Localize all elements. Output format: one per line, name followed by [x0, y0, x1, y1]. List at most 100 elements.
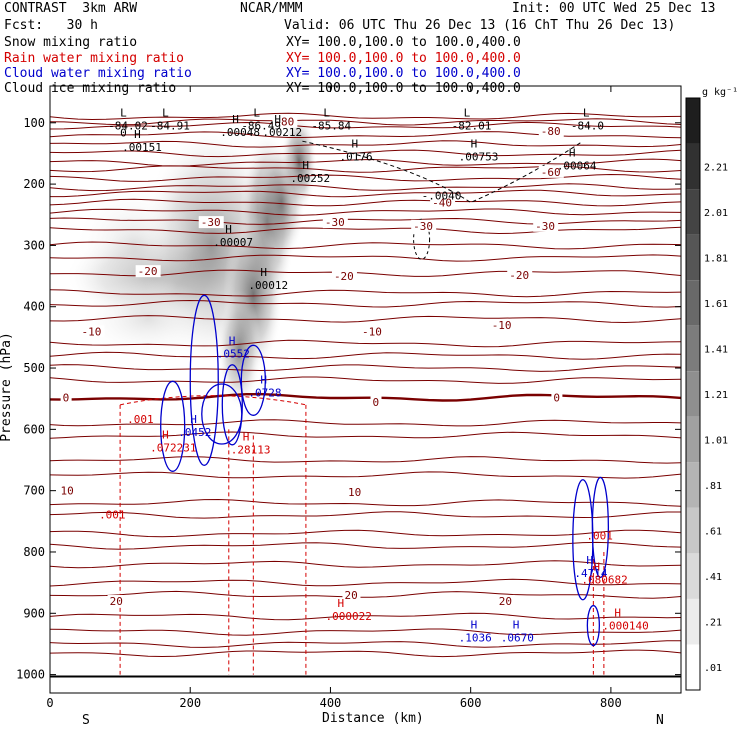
extremum-value: -84.91 [150, 120, 190, 133]
temperature-label: -10 [362, 325, 382, 338]
temperature-contour [50, 208, 681, 216]
mixing-ratio-shading [257, 142, 306, 263]
field-xy-snow: XY= 100.0,100.0 to 100.0,400.0 [286, 35, 521, 50]
extremum-value: -85.84 [311, 120, 351, 133]
colorbar-segment [686, 507, 700, 554]
extremum-letter: H [225, 223, 232, 236]
extremum-letter: H [593, 560, 600, 573]
extremum-value: -86.49 [241, 120, 281, 133]
colorbar-segment [686, 371, 700, 417]
colorbar-unit: g kg⁻¹ [702, 87, 739, 98]
y-tick-label: 400 [23, 300, 45, 314]
temperature-contour [50, 560, 681, 569]
extremum-value: -84.02 [108, 120, 148, 133]
extremum-letter: L [162, 107, 169, 120]
temperature-contour [50, 529, 681, 538]
field-label-snow: Snow mixing ratio [4, 35, 138, 50]
extremum-letter: L [120, 107, 127, 120]
temperature-contour [50, 392, 681, 402]
temperature-label: -30 [325, 216, 345, 229]
extremum-value: .080682 [581, 573, 627, 586]
field-xy-cloud-ice: XY= 100.0,100.0 to 100.0,400.0 [286, 81, 521, 96]
colorbar-label: 1.41 [704, 344, 728, 355]
temperature-label: -20 [509, 269, 529, 282]
x-axis-label: Distance (km) [322, 711, 424, 726]
label-bg [533, 219, 559, 232]
extremum-letter: H [471, 619, 478, 632]
temperature-contour [50, 541, 681, 550]
direction-north: N [656, 713, 664, 728]
extremum-letter: L [323, 107, 330, 120]
temperature-label: -30 [201, 216, 221, 229]
x-tick-label: 0 [46, 696, 53, 710]
extremum-letter: H [260, 373, 267, 386]
extremum-value: .00007 [213, 236, 253, 249]
temperature-contour [50, 121, 681, 130]
temperature-contour [50, 112, 681, 121]
temperature-label: -20 [334, 270, 354, 283]
colorbar-segment [686, 98, 700, 144]
temperature-contour [50, 149, 681, 158]
temperature-label: -80 [274, 116, 294, 129]
x-tick-label: 400 [320, 696, 342, 710]
colorbar-label: 2.01 [704, 208, 728, 219]
label-bg [507, 268, 533, 281]
temperature-label: -10 [492, 319, 512, 332]
light-shading [74, 185, 195, 306]
temperature-label: 0 [63, 391, 70, 404]
field-xy-cloud-water: XY= 100.0,100.0 to 100.0,400.0 [286, 66, 521, 81]
contour-value-label: .001 [99, 508, 126, 521]
temperature-label: 0 [553, 391, 560, 404]
extremum-value: .0670 [501, 632, 534, 645]
temperature-contour [50, 419, 681, 427]
extremum-letter: H [337, 597, 344, 610]
extremum-letter: H [513, 619, 520, 632]
colorbar-segment [686, 598, 700, 645]
temperature-contour [50, 590, 681, 599]
cloud-water-contour [591, 476, 610, 579]
label-bg [489, 319, 515, 332]
colorbar-segment [686, 325, 700, 372]
temperature-contour [50, 612, 681, 621]
colorbar-label: 1.61 [704, 299, 728, 310]
label-bg [331, 270, 357, 283]
extremum-letter: H [586, 554, 593, 567]
init-time: Init: 00 UTC Wed 25 Dec 13 [512, 1, 716, 16]
temperature-contour [50, 628, 681, 636]
extremum-value: .0728 [248, 386, 281, 399]
label-bg [107, 595, 126, 608]
contour-value-label: .001 [586, 530, 613, 543]
temperature-label: 0 [373, 396, 380, 409]
colorbar-label: 1.81 [704, 253, 728, 264]
extremum-letter: H [614, 606, 621, 619]
colorbar-segment [686, 416, 700, 463]
temperature-contour [50, 118, 681, 126]
org-title: NCAR/MMM [240, 1, 303, 16]
field-xy-rain: XY= 100.0,100.0 to 100.0,400.0 [286, 51, 521, 66]
extremum-value: .00212 [262, 126, 302, 139]
label-bg [272, 115, 298, 128]
colorbar-label: 1.01 [704, 436, 728, 447]
model-title: CONTRAST 3km ARW [4, 1, 138, 16]
temperature-contour [50, 158, 681, 167]
label-bg [58, 484, 77, 497]
colorbar-segment [686, 280, 700, 326]
cloud-water-contour [189, 294, 219, 466]
field-label-cloud-ice: Cloud ice mixing ratio [4, 81, 177, 96]
temperature-contour [50, 226, 681, 235]
temperature-contour [50, 299, 681, 308]
extremum-value: .000140 [602, 619, 648, 632]
extremum-letter: L [464, 107, 471, 120]
x-tick-label: 600 [460, 696, 482, 710]
extremum-value: .00252 [290, 172, 330, 185]
temperature-label: -30 [535, 220, 555, 233]
temperature-contour [50, 649, 681, 658]
temperature-label: 20 [499, 595, 512, 608]
extremum-letter: L [583, 107, 590, 120]
extremum-letter: H [471, 137, 478, 150]
colorbar-label: .01 [704, 663, 722, 674]
contour-value-label: .001 [127, 413, 154, 426]
colorbar-segment [686, 189, 700, 235]
temperature-contour [50, 376, 681, 384]
